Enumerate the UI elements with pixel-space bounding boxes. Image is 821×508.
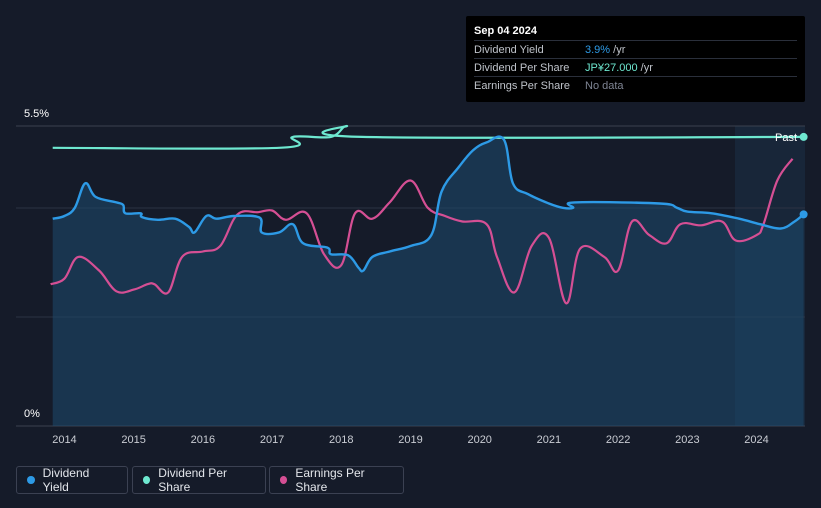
dividend-per-share-end-marker [799, 132, 808, 141]
tooltip-label: Earnings Per Share [474, 80, 570, 92]
earnings-per-share-line [50, 158, 794, 305]
x-tick-2023: 2023 [675, 434, 699, 446]
x-tick-2022: 2022 [606, 434, 630, 446]
tooltip-unit: /yr [610, 44, 626, 56]
dividend-yield-end-marker [799, 210, 808, 219]
legend-label: Dividend Per Share [158, 466, 227, 494]
tooltip-value: 3.9% /yr [585, 41, 625, 59]
tooltip-number: JP¥27.000 [585, 62, 638, 74]
tooltip-value: No data [585, 77, 624, 95]
y-tick-top: 5.5% [24, 108, 50, 120]
tooltip-row-dividend-yield: Dividend Yield 3.9% /yr [474, 40, 797, 59]
tooltip-label: Dividend Per Share [474, 62, 570, 74]
legend-dividend-yield[interactable]: Dividend Yield [16, 466, 128, 494]
x-tick-2024: 2024 [744, 434, 768, 446]
tooltip-row-earnings-per-share: Earnings Per Share No data [474, 76, 797, 95]
dividend-yield-line [52, 135, 805, 273]
tooltip-number: 3.9% [585, 44, 611, 56]
x-tick-2019: 2019 [398, 434, 422, 446]
y-tick-zero: 0% [24, 408, 40, 420]
x-tick-2016: 2016 [191, 434, 215, 446]
tooltip-unit: /yr [637, 62, 653, 74]
legend-label: Dividend Yield [42, 466, 90, 494]
x-tick-2015: 2015 [121, 434, 145, 446]
tooltip: Sep 04 2024 Dividend Yield 3.9% /yr Divi… [466, 16, 805, 102]
x-tick-2021: 2021 [537, 434, 561, 446]
legend-dividend-per-share[interactable]: Dividend Per Share [132, 466, 266, 494]
dividend-per-share-line [52, 124, 804, 150]
legend-dot [27, 476, 35, 484]
dividend-yield-area [52, 136, 804, 427]
legend-earnings-per-share[interactable]: Earnings Per Share [269, 466, 404, 494]
past-label: Past [775, 132, 797, 144]
legend-dot [143, 476, 151, 484]
legend-dot [280, 476, 288, 484]
x-tick-2020: 2020 [467, 434, 491, 446]
legend-label: Earnings Per Share [295, 466, 365, 494]
tooltip-label: Dividend Yield [474, 44, 544, 56]
tooltip-number: No data [585, 80, 624, 92]
x-tick-2014: 2014 [52, 434, 76, 446]
tooltip-row-dividend-per-share: Dividend Per Share JP¥27.000 /yr [474, 58, 797, 77]
tooltip-date: Sep 04 2024 [474, 25, 537, 37]
x-tick-2017: 2017 [260, 434, 284, 446]
tooltip-value: JP¥27.000 /yr [585, 59, 653, 77]
x-tick-2018: 2018 [329, 434, 353, 446]
